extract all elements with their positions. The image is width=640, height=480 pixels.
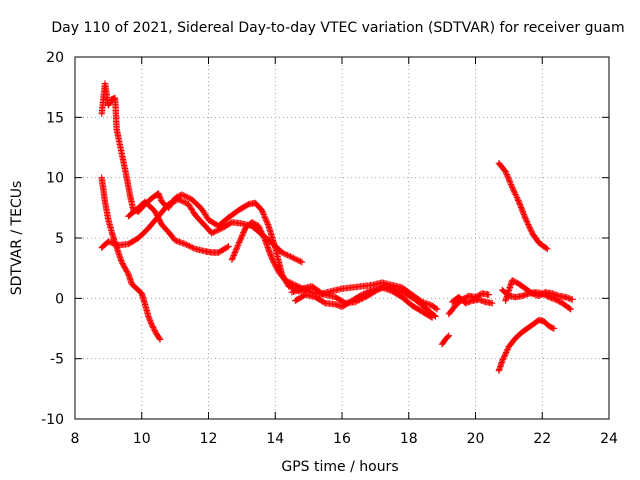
x-tick-label: 16	[333, 431, 351, 447]
x-tick-label: 20	[467, 431, 485, 447]
data-point-markers	[292, 284, 436, 321]
y-tick-label: 10	[46, 171, 64, 187]
data-point-markers	[448, 293, 496, 307]
x-axis-title: GPS time / hours	[281, 459, 398, 475]
x-tick-label: 14	[266, 431, 284, 447]
y-axis-title: SDTVAR / TECUs	[9, 181, 25, 296]
y-tick-label: 15	[46, 110, 64, 126]
y-tick-label: -5	[50, 352, 64, 368]
series-track-4	[125, 198, 232, 256]
data-point-markers	[98, 80, 312, 295]
x-tick-label: 24	[600, 431, 618, 447]
data-point-markers	[445, 290, 492, 318]
chart-title: Day 110 of 2021, Sidereal Day-to-day VTE…	[51, 20, 624, 36]
data-point-markers	[495, 160, 551, 253]
series-track-7	[292, 284, 436, 321]
data-point-markers	[98, 196, 306, 266]
x-tick-label: 22	[533, 431, 551, 447]
series-track-14	[502, 277, 576, 304]
grid	[75, 57, 609, 419]
series-track-1	[98, 80, 312, 295]
y-tick-label: 0	[55, 291, 64, 307]
series-track-3	[98, 196, 306, 266]
data-point-markers	[98, 174, 164, 343]
series-track-12	[495, 316, 558, 374]
axis-ticks: 8 10 12 14 16 18 20 22 24 -10 -5 0 5 10 15 20	[41, 50, 618, 447]
x-tick-label: 10	[133, 431, 151, 447]
series-track-6	[288, 279, 441, 313]
series-track-11	[495, 160, 551, 253]
y-tick-label: -10	[41, 412, 64, 428]
data-point-markers	[288, 279, 441, 313]
x-tick-label: 12	[200, 431, 218, 447]
data-point-markers	[125, 198, 232, 256]
data-markers	[98, 80, 576, 374]
y-tick-label: 20	[46, 50, 64, 66]
y-tick-label: 5	[55, 231, 64, 247]
data-point-markers	[502, 277, 576, 304]
x-tick-label: 18	[400, 431, 418, 447]
series-track-2	[98, 174, 164, 343]
x-tick-label: 8	[71, 431, 80, 447]
series-track-8	[438, 332, 452, 348]
series-track-10	[448, 293, 496, 307]
data-point-markers	[495, 316, 558, 374]
data-point-markers	[438, 332, 452, 348]
series-track-9	[445, 290, 492, 318]
